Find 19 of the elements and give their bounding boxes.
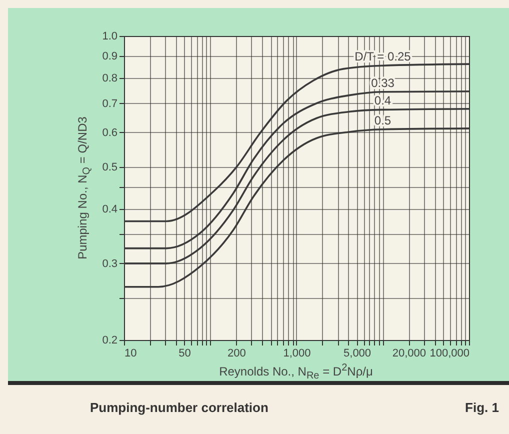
x-tick-label: 20,000 [392, 348, 426, 360]
x-tick-label: 5,000 [344, 348, 372, 360]
x-tick-label: 200 [228, 348, 246, 360]
text: Pumping-number correlation [90, 400, 268, 415]
y-tick-label: 0.9 [102, 50, 118, 62]
y-tick-label: 0.3 [102, 258, 118, 270]
y-tick-label: 0.7 [102, 98, 118, 110]
caption: Fig. 1 [465, 400, 499, 415]
x-tick-label: 1,000 [283, 348, 311, 360]
x-tick-label: 50 [178, 348, 191, 360]
y-tick-label: 0.2 [102, 334, 118, 346]
x-axis-title: Reynolds No., N$_{Re}$ = D$^{2}$Nρ/μ [219, 362, 373, 382]
y-tick-label: 1.0 [102, 30, 118, 42]
y-tick-label: 0.6 [102, 126, 118, 139]
y-tick-label: 0.4 [102, 204, 118, 216]
x-tick-label: 10 [124, 348, 137, 360]
y-tick-label: 0.5 [102, 161, 118, 174]
x-tick-label: 100,000 [430, 348, 470, 360]
y-tick-label: 0.8 [102, 72, 118, 85]
